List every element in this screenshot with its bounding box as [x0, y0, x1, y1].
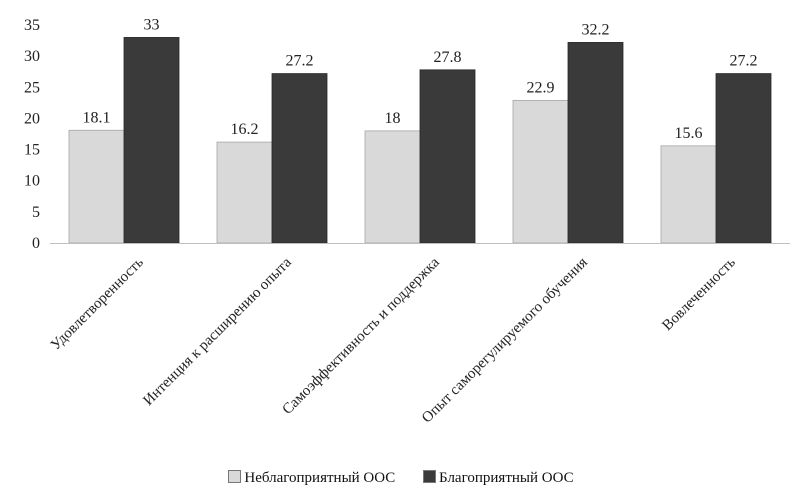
- data-label-favorable: 27.2: [730, 53, 758, 70]
- y-tick-label: 20: [24, 110, 40, 127]
- bar-unfavorable: [660, 145, 717, 244]
- y-tick-label: 30: [24, 48, 40, 65]
- data-label-favorable: 27.8: [434, 49, 462, 66]
- legend: Неблагоприятный ООС Благоприятный ООС: [0, 470, 802, 487]
- y-axis: 0 5 10 15 20 25 30 35: [24, 17, 40, 252]
- x-category-label: Удовлетворенность: [48, 254, 147, 353]
- y-tick-label: 25: [24, 79, 40, 96]
- bar-unfavorable: [216, 141, 273, 244]
- data-labels: 18.1 33 16.2 27.2 18 27.8 22.9 32.2 15.6 27.2: [83, 16, 758, 141]
- data-label-unfavorable: 16.2: [231, 121, 259, 138]
- bars: [68, 37, 772, 244]
- bar-unfavorable: [364, 130, 421, 244]
- legend-swatch-unfavorable: [228, 470, 242, 483]
- bar-unfavorable: [512, 99, 569, 244]
- legend-item-unfavorable: Неблагоприятный ООС: [228, 470, 395, 487]
- y-tick-label: 5: [32, 204, 40, 221]
- legend-item-favorable: Благоприятный ООС: [423, 470, 574, 487]
- bar-favorable: [419, 69, 476, 244]
- data-label-unfavorable: 15.6: [675, 125, 703, 142]
- bar-unfavorable: [68, 129, 125, 244]
- data-label-favorable: 32.2: [582, 21, 610, 38]
- legend-label-unfavorable: Неблагоприятный ООС: [244, 470, 396, 486]
- x-category-label: Вовлеченность: [659, 254, 739, 334]
- data-label-favorable: 27.2: [286, 53, 314, 70]
- y-tick-label: 0: [32, 235, 40, 252]
- data-label-unfavorable: 18.1: [83, 109, 111, 126]
- y-tick-label: 10: [24, 173, 40, 190]
- x-category-label: Опыт саморегулируемого обучения: [419, 254, 591, 426]
- bar-favorable: [567, 42, 624, 244]
- bar-favorable: [271, 73, 328, 244]
- x-category-label: Самоэффективность и поддержка: [279, 254, 443, 418]
- x-category-label: Интенция к расширению опыта: [140, 254, 295, 409]
- y-tick-label: 15: [24, 142, 40, 159]
- bar-favorable: [715, 73, 772, 244]
- legend-label-favorable: Благоприятный ООС: [439, 470, 574, 486]
- legend-swatch-favorable: [423, 470, 437, 483]
- data-label-unfavorable: 22.9: [527, 79, 555, 96]
- y-tick-label: 35: [24, 17, 40, 34]
- data-label-favorable: 33: [144, 16, 160, 33]
- data-label-unfavorable: 18: [385, 110, 401, 127]
- bar-favorable: [123, 37, 180, 244]
